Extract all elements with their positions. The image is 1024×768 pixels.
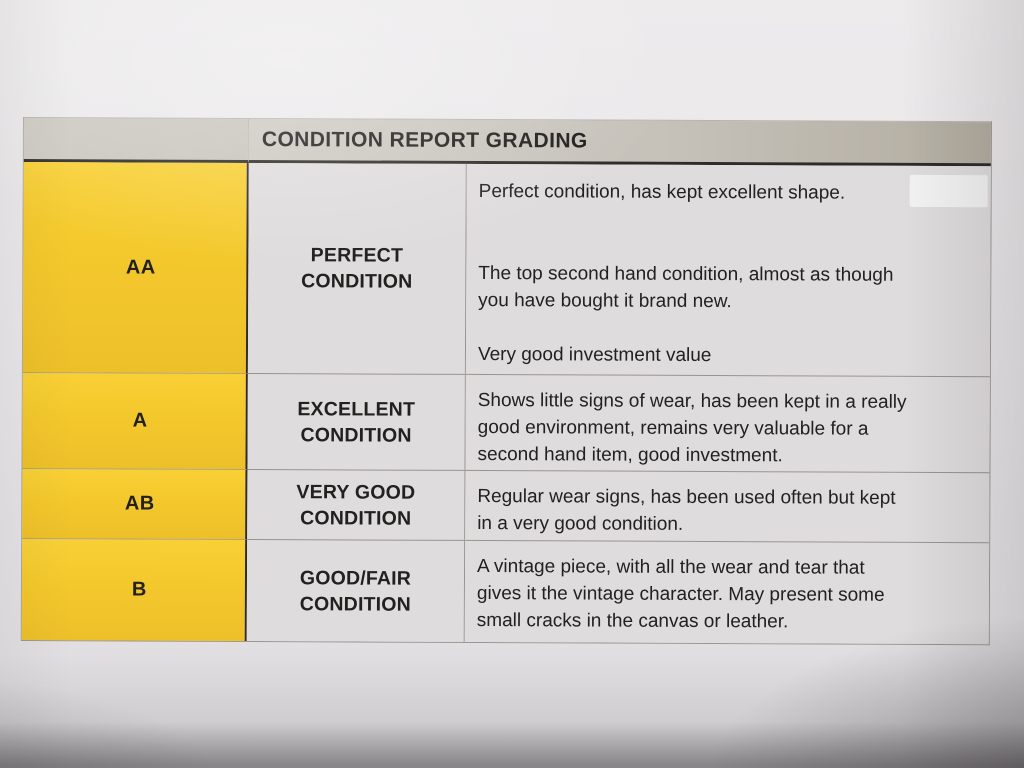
grade-cell-ab: AB	[22, 468, 248, 539]
condition-label-cell-b: GOOD/FAIR CONDITION	[246, 538, 466, 642]
condition-grading-table: CONDITION REPORT GRADING AA PERFECT COND…	[20, 117, 992, 646]
description-cell-ab: Regular wear signs, has been used often …	[465, 469, 990, 543]
condition-label: VERY GOOD CONDITION	[296, 480, 416, 530]
description-paragraph: Shows little signs of wear, has been kep…	[477, 389, 907, 467]
description-cell-aa: Perfect condition, has kept excellent sh…	[465, 163, 991, 377]
header-title-cell: CONDITION REPORT GRADING	[248, 117, 991, 167]
grade-cell-b: B	[21, 538, 248, 641]
grade-cell-a: A	[22, 372, 248, 469]
description-paragraph: Regular wear signs, has been used often …	[477, 485, 896, 535]
grade-text: A	[132, 409, 148, 432]
grade-text: B	[131, 578, 147, 601]
whiteout-patch	[909, 174, 988, 208]
condition-label: GOOD/FAIR CONDITION	[299, 566, 412, 616]
description-paragraph: The top second hand condition, almost as…	[478, 262, 894, 313]
header-empty-cell	[23, 117, 249, 163]
grade-cell-aa: AA	[22, 162, 249, 373]
condition-label-cell-a: EXCELLENT CONDITION	[247, 372, 466, 470]
condition-label: PERFECT CONDITION	[301, 244, 413, 293]
description-cell-a: Shows little signs of wear, has been kep…	[465, 373, 990, 473]
description-paragraph: Perfect condition, has kept excellent sh…	[478, 180, 846, 204]
description-cell-b: A vintage piece, with all the wear and t…	[464, 539, 990, 645]
condition-label: EXCELLENT CONDITION	[297, 397, 416, 447]
description-paragraph: A vintage piece, with all the wear and t…	[476, 555, 885, 633]
condition-label-cell-aa: PERFECT CONDITION	[247, 162, 467, 374]
table-title: CONDITION REPORT GRADING	[261, 127, 588, 152]
grade-text: AB	[124, 492, 155, 515]
grade-text: AA	[125, 255, 156, 279]
condition-label-cell-ab: VERY GOOD CONDITION	[247, 468, 466, 540]
description-paragraph: Very good investment value	[477, 343, 712, 367]
